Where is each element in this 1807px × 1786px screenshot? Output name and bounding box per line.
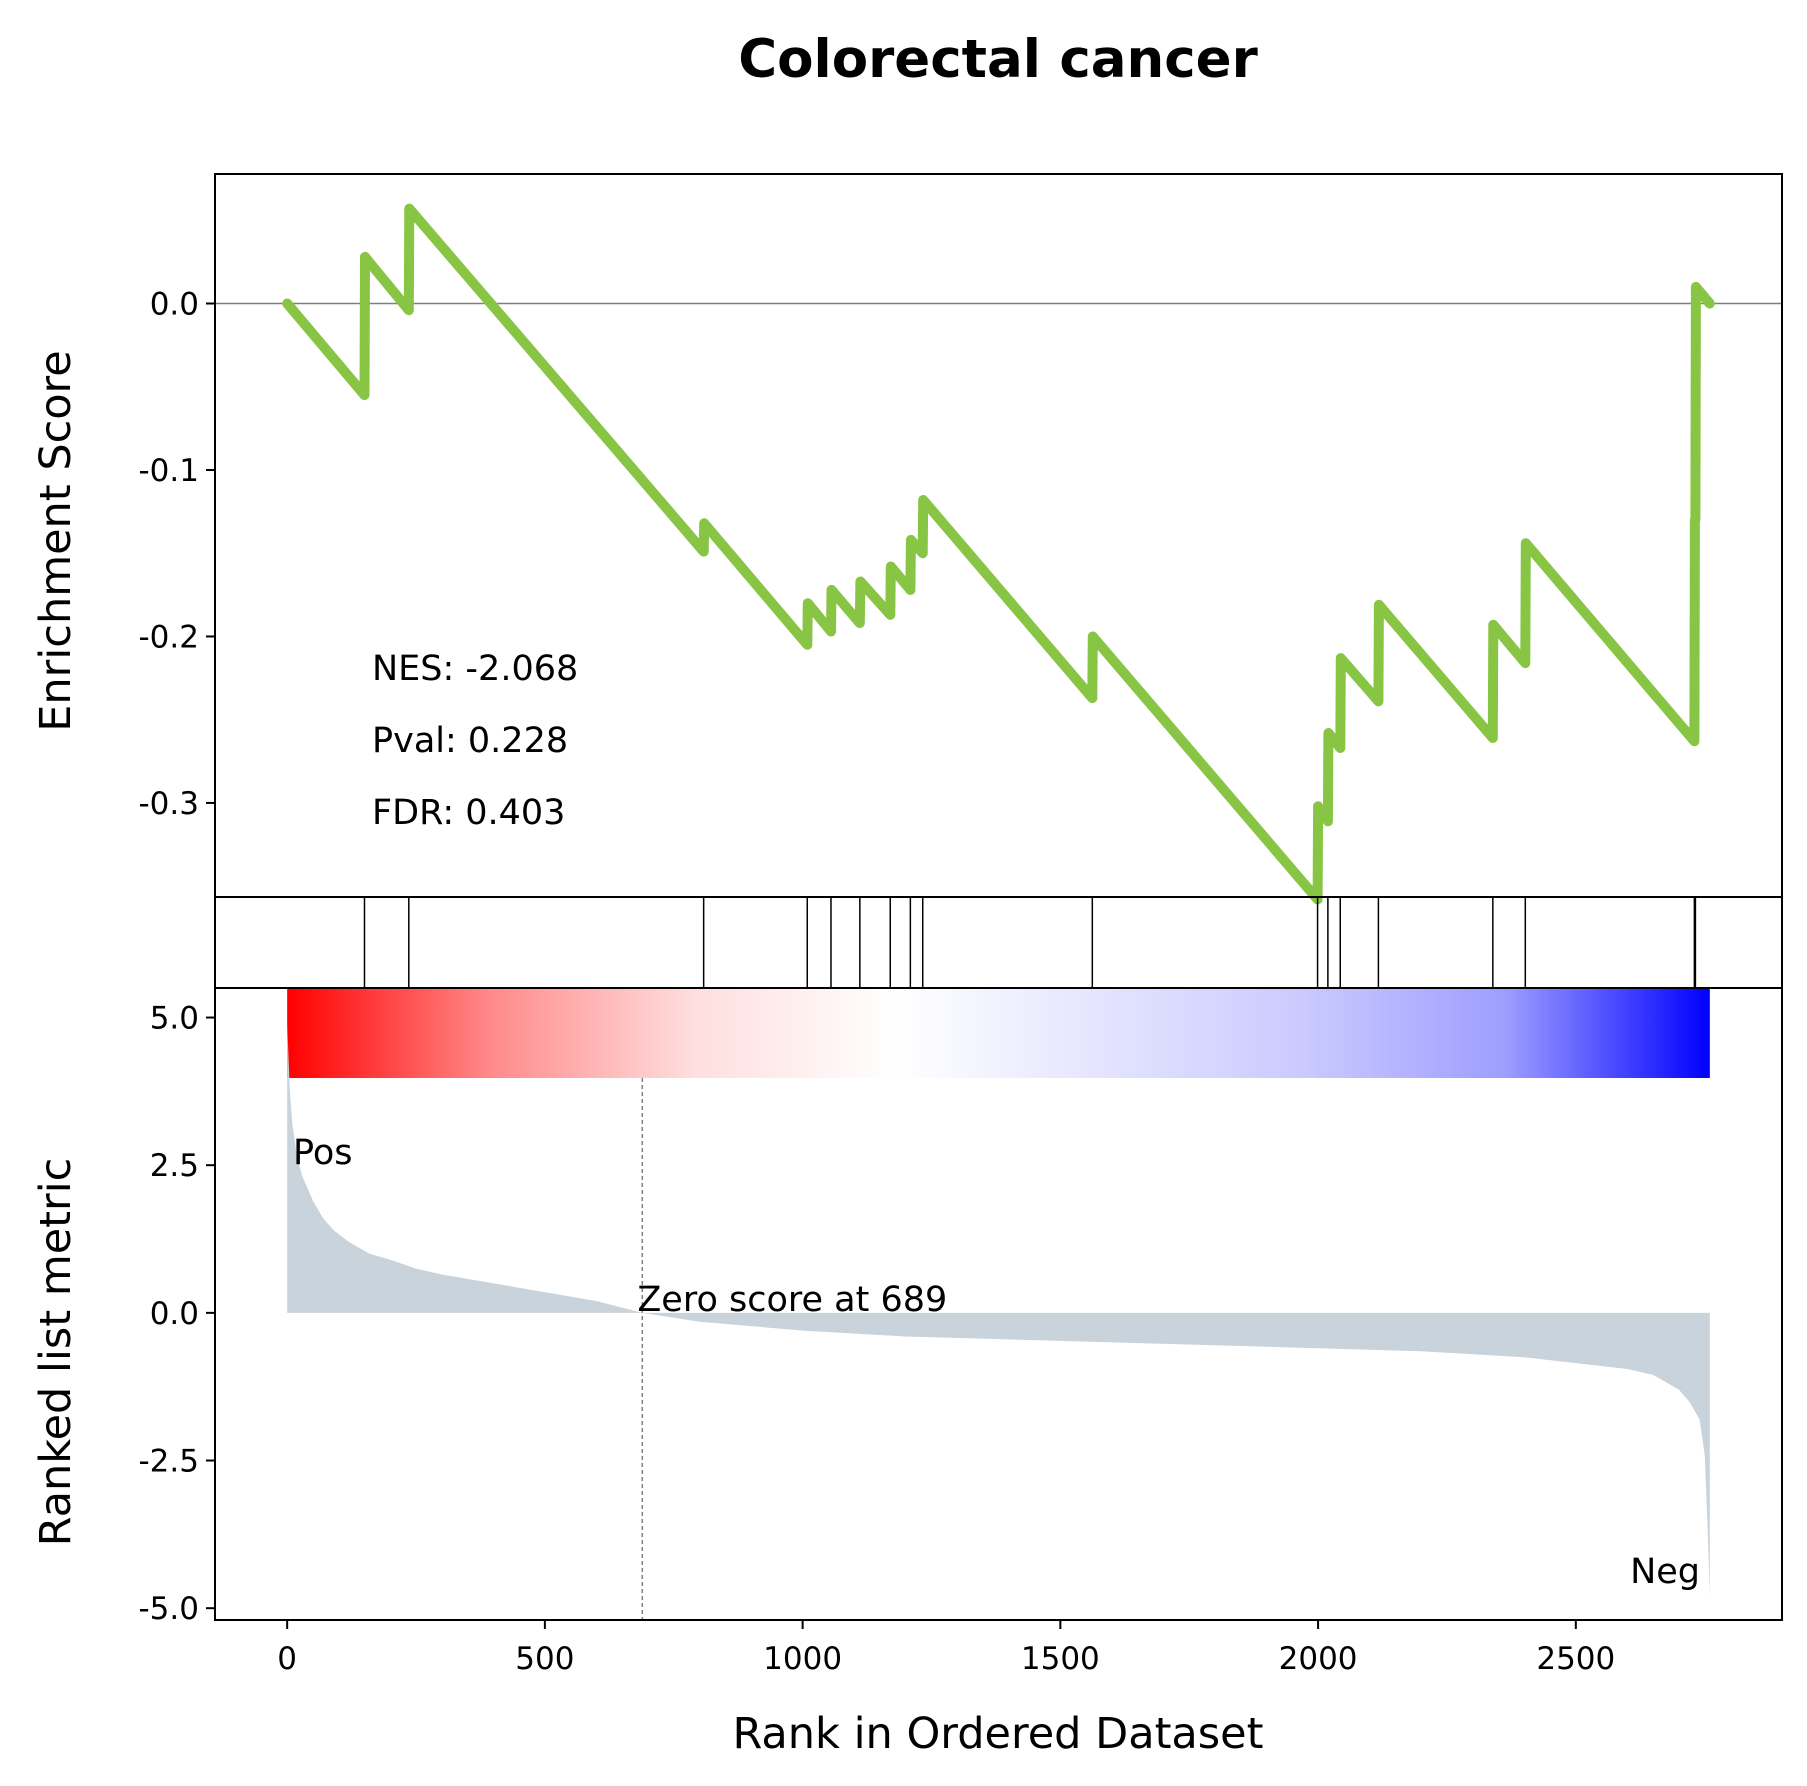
es-line — [282, 203, 1715, 905]
es-y-ticks: 0.0 -0.1 -0.2 -0.3 — [139, 287, 215, 822]
es-y-tick-label: -0.1 — [139, 453, 200, 489]
hit-lines — [363, 897, 1697, 988]
ranked-metric-area — [287, 1023, 1710, 1597]
es-panel-frame — [214, 173, 1783, 898]
ranked-panel-frame — [214, 987, 1783, 1621]
es-panel: 0.0 -0.1 -0.2 -0.3 Enrichment Score NES: -2… — [31, 173, 1783, 905]
rank-y-ticks: 5.0 2.5 0.0 -2.5 -5.0 — [139, 1001, 215, 1627]
pval-label: Pval: 0.228 — [372, 721, 568, 761]
rank-y-axis-label: Ranked list metric — [31, 1158, 81, 1547]
nes-label: NES: -2.068 — [372, 649, 578, 689]
zero-score-label: Zero score at 689 — [637, 1280, 947, 1320]
rank-y-tick-label: 2.5 — [150, 1148, 199, 1184]
x-tick-label: 500 — [515, 1641, 574, 1677]
rank-y-tick-label: 5.0 — [150, 1001, 199, 1037]
x-tick-label: 1500 — [1021, 1641, 1100, 1677]
rank-y-tick-label: -5.0 — [139, 1591, 200, 1627]
x-tick-label: 2000 — [1279, 1641, 1358, 1677]
x-ticks: 0 500 1000 1500 2000 2500 — [277, 1620, 1615, 1677]
rank-y-tick-label: -2.5 — [139, 1444, 200, 1480]
chart-title: Colorectal cancer — [738, 29, 1258, 90]
ranked-panel: Zero score at 689 Pos Neg 5.0 2.5 0.0 -2.5 -… — [31, 987, 1783, 1627]
pos-label: Pos — [293, 1133, 353, 1173]
hits-panel — [214, 896, 1783, 989]
fdr-label: FDR: 0.403 — [372, 793, 565, 833]
neg-label: Neg — [1630, 1552, 1700, 1592]
hits-panel-frame — [214, 896, 1783, 989]
es-y-tick-label: -0.3 — [139, 786, 200, 822]
x-tick-label: 0 — [277, 1641, 297, 1677]
es-y-axis-label: Enrichment Score — [31, 350, 81, 732]
x-tick-label: 2500 — [1536, 1641, 1615, 1677]
es-y-tick-label: 0.0 — [150, 287, 199, 323]
x-tick-label: 1000 — [763, 1641, 842, 1677]
rank-y-tick-label: 0.0 — [150, 1296, 199, 1332]
es-y-tick-label: -0.2 — [139, 619, 200, 655]
rank-gradient-bar — [287, 988, 1710, 1078]
x-axis-label: Rank in Ordered Dataset — [732, 1709, 1263, 1759]
